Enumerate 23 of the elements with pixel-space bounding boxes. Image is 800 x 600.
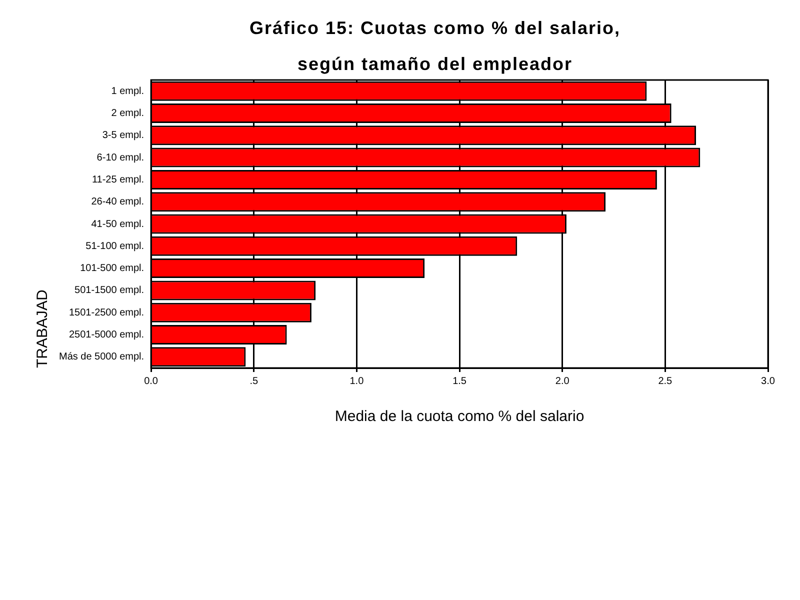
y-tick-label: 11-25 empl. xyxy=(92,174,144,186)
y-tick-label: 501-1500 empl. xyxy=(74,285,144,296)
y-tick-label: 41-50 empl. xyxy=(91,218,144,230)
x-tick-label: 1.5 xyxy=(452,376,467,387)
x-tick-label: 2.5 xyxy=(658,376,673,387)
y-tick-label: 6-10 empl. xyxy=(96,152,144,164)
x-tick-label: .5 xyxy=(250,376,258,387)
y-axis-title: TRABAJAD xyxy=(34,289,52,368)
x-tick-label: 3.0 xyxy=(761,376,776,387)
y-tick-label: 1501-2500 empl. xyxy=(68,307,144,318)
x-axis-title: Media de la cuota como % del salario xyxy=(334,408,584,426)
y-tick-label: 51-100 empl. xyxy=(86,240,144,252)
x-tick-label: 1.0 xyxy=(350,376,364,387)
chart-title: Gráfico 15: Cuotas como % del salario, según tamaño del empleador xyxy=(248,17,622,76)
y-tick-label: Más de 5000 empl. xyxy=(58,352,144,363)
x-tick-label: 2.0 xyxy=(555,376,570,387)
y-tick-label: 2501-5000 empl. xyxy=(68,330,144,341)
y-tick-label: 26-40 empl. xyxy=(91,196,144,208)
y-tick-label: 101-500 empl. xyxy=(80,263,144,274)
y-tick-label: 1 empl. xyxy=(111,86,144,97)
y-tick-label: 3-5 empl. xyxy=(102,130,144,142)
x-tick-label: 0.0 xyxy=(144,376,158,387)
y-tick-label: 2 empl. xyxy=(111,108,144,119)
